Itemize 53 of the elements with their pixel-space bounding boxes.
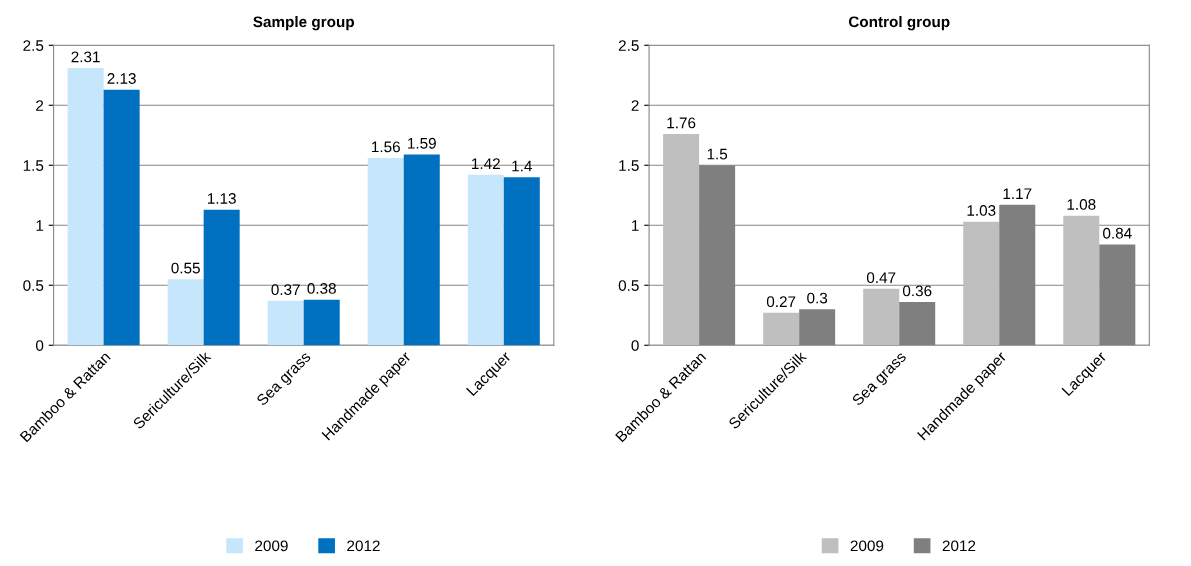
bar: [67, 68, 104, 346]
y-tick-label: 0: [35, 340, 44, 351]
bar: [663, 134, 700, 346]
bar: [963, 221, 1000, 346]
bar: [367, 158, 404, 346]
y-tick-label: 2: [36, 100, 44, 111]
y-tick-label: 0.5: [23, 280, 44, 291]
y-tick-label: 2: [631, 100, 639, 111]
legend-label: 2012: [347, 540, 380, 552]
data-label: 1.76: [667, 117, 696, 129]
bar: [763, 312, 800, 346]
bar: [203, 209, 240, 346]
data-label: 1.5: [707, 148, 728, 160]
y-tick-label: 1.5: [23, 160, 44, 171]
legend-label: 2009: [850, 540, 884, 552]
data-label: 1.56: [372, 141, 400, 153]
y-tick-label: 0.5: [618, 280, 639, 291]
data-label: 1.08: [1067, 199, 1096, 210]
bar: [403, 154, 440, 346]
data-label: 0.84: [1103, 227, 1132, 239]
data-label: 0.3: [807, 292, 828, 304]
y-tick-label: 2.5: [618, 40, 639, 51]
data-label: 0.47: [866, 272, 896, 284]
legend-label: 2009: [255, 540, 288, 552]
bar: [167, 279, 204, 346]
data-label: 1.42: [472, 158, 500, 169]
y-tick-label: 1: [36, 220, 44, 231]
y-tick-label: 1: [632, 220, 639, 231]
data-label: 2.31: [71, 51, 100, 63]
data-label: 1.13: [207, 193, 236, 204]
data-label: 1.59: [408, 137, 436, 149]
chart-title: Control group: [848, 15, 950, 31]
y-tick-label: 1.5: [619, 160, 639, 171]
legend-label: 2012: [942, 540, 976, 552]
data-label: 1.17: [1003, 188, 1032, 199]
data-label: 1.4: [512, 160, 532, 172]
bar: [267, 300, 304, 346]
data-label: 2.13: [107, 73, 136, 84]
y-tick-label: 0: [631, 340, 639, 351]
bar: [467, 174, 504, 346]
chart-title: Sample group: [253, 15, 355, 31]
bar: [863, 288, 900, 346]
bar: [503, 177, 540, 346]
data-label: 0.36: [902, 285, 932, 297]
bar: [303, 299, 340, 346]
data-label: 1.03: [967, 205, 996, 216]
y-tick-label: 2.5: [23, 40, 44, 51]
data-label: 0.38: [307, 283, 336, 294]
data-label: 0.27: [766, 296, 796, 308]
data-label: 0.37: [271, 284, 300, 296]
bar: [103, 89, 140, 346]
data-label: 0.55: [171, 262, 200, 274]
bar: [1063, 215, 1100, 346]
